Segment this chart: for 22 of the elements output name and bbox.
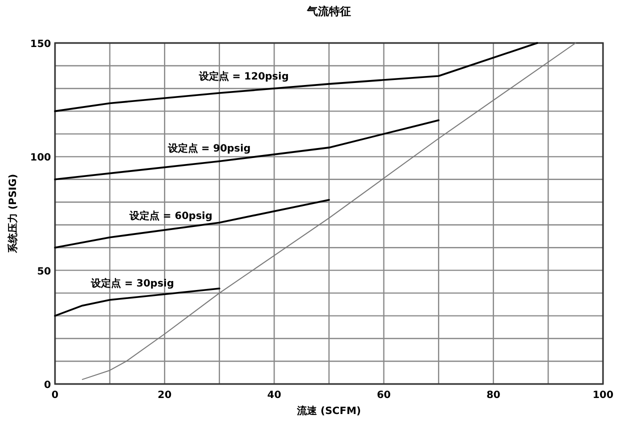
chart-title: 气流特征: [306, 5, 351, 18]
y-axis-title: 系统压力 (PSIG): [7, 174, 19, 254]
line-series: [54, 198, 330, 248]
x-tick-label: 60: [376, 390, 391, 401]
series-label: 设定点 = 120psig: [198, 70, 289, 83]
line-series: [54, 288, 220, 317]
x-axis-title: 流速 (SCFM): [296, 405, 361, 417]
y-tick-label: 100: [30, 152, 52, 164]
x-tick-label: 80: [486, 390, 500, 401]
y-tick-label: 0: [44, 380, 52, 391]
x-tick-label: 40: [267, 390, 282, 401]
line-series: [54, 42, 538, 112]
series-label: 设定点 = 30psig: [90, 278, 174, 290]
x-tick-label: 20: [158, 390, 172, 401]
line-series: [82, 42, 576, 380]
series-label: 设定点 = 90psig: [166, 142, 251, 155]
y-tick-label: 50: [37, 266, 52, 278]
x-tick-label: 100: [592, 390, 614, 401]
y-tick-label: 150: [30, 39, 52, 50]
line-series: [54, 119, 440, 180]
x-tick-label: 0: [52, 390, 59, 401]
series-label: 设定点 = 60psig: [128, 210, 212, 222]
